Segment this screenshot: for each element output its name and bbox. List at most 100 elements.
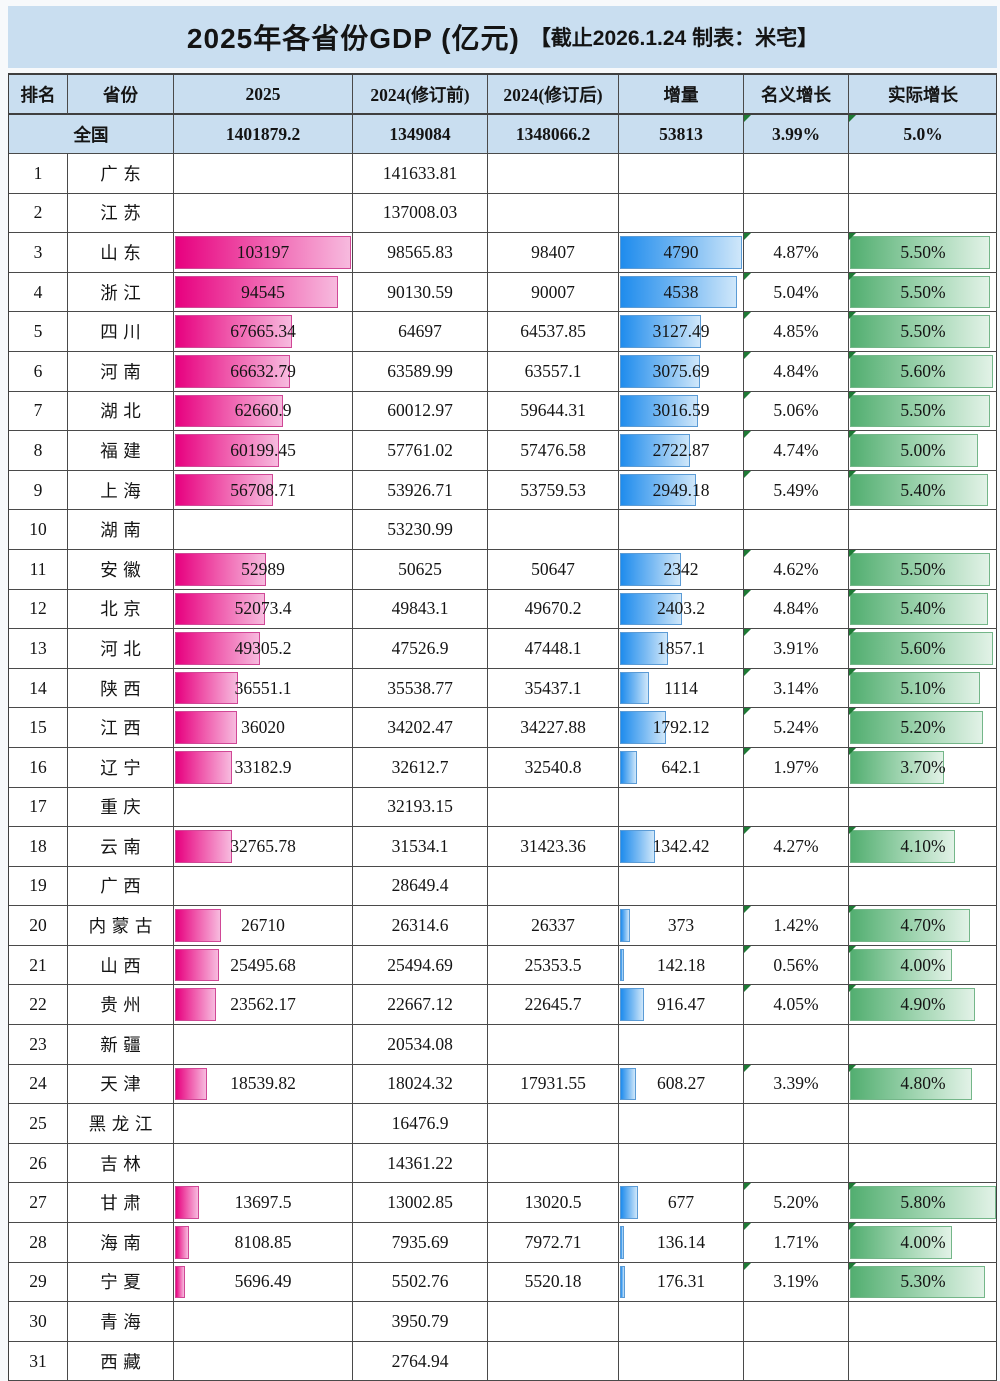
province-cell: 上海 bbox=[68, 470, 174, 511]
gdp-2024-post-cell-value: 90007 bbox=[531, 281, 575, 302]
table-row: 12 北京 52073.4 49843.1 49670.2 2403.2 4.84% 5.40… bbox=[9, 589, 997, 630]
province-cell-value: 黑龙江 bbox=[88, 1114, 158, 1135]
real-growth-cell: 5.80% bbox=[849, 1183, 997, 1224]
nominal-growth-cell bbox=[744, 787, 849, 828]
real-growth-bar bbox=[850, 592, 988, 626]
gdp-2025-cell-value: 8108.85 bbox=[234, 1231, 292, 1252]
header-col-4-value: 2024(修订后) bbox=[503, 84, 603, 105]
rank-cell: 22 bbox=[9, 985, 68, 1026]
gdp-2024-post-cell bbox=[488, 193, 619, 234]
gdp-2025-cell-value: 18539.82 bbox=[230, 1073, 296, 1094]
delta-cell: 3127.49 bbox=[619, 312, 744, 352]
gdp-2024-pre-cell: 47526.9 bbox=[353, 629, 488, 669]
gdp-2025-cell bbox=[174, 866, 353, 907]
rank-cell-value: 30 bbox=[29, 1311, 47, 1332]
province-cell-value: 贵州 bbox=[100, 995, 147, 1016]
national-gdp-2024-pre-cell-value: 1349084 bbox=[389, 123, 451, 144]
header-col-2: 2025 bbox=[174, 75, 353, 115]
table-row: 18 云南 32765.78 31534.1 31423.36 1342.42 4.27% 4… bbox=[9, 827, 997, 867]
table-row: 21 山西 25495.68 25494.69 25353.5 142.18 0.56% 4.… bbox=[9, 945, 997, 986]
delta-bar bbox=[620, 394, 699, 428]
national-gdp-2025-cell-value: 1401879.2 bbox=[225, 123, 301, 144]
delta-bar bbox=[620, 988, 644, 1022]
nominal-growth-cell: 5.06% bbox=[744, 391, 849, 432]
rank-cell-value: 16 bbox=[29, 756, 47, 777]
province-cell: 湖北 bbox=[68, 391, 174, 432]
real-growth-bar bbox=[850, 1265, 986, 1299]
rank-cell: 20 bbox=[9, 906, 68, 946]
province-cell: 辽宁 bbox=[68, 747, 174, 788]
gdp-2024-post-cell bbox=[488, 154, 619, 194]
gdp-2024-pre-cell-value: 50625 bbox=[398, 558, 442, 579]
gdp-2024-post-cell: 5520.18 bbox=[488, 1262, 619, 1303]
table-row: 22 贵州 23562.17 22667.12 22645.7 916.47 4.05% 4.… bbox=[9, 985, 997, 1026]
nominal-growth-cell-value: 0.56% bbox=[773, 954, 819, 975]
province-cell-value: 江苏 bbox=[100, 203, 147, 224]
table-row: 9 上海 56708.71 53926.71 53759.53 2949.18 5.49% 5… bbox=[9, 470, 997, 511]
header-col-5: 增量 bbox=[619, 75, 744, 115]
delta-cell: 2949.18 bbox=[619, 470, 744, 511]
gdp-2024-pre-cell: 16476.9 bbox=[353, 1104, 488, 1144]
table-row: 11 安徽 52989 50625 50647 2342 4.62% 5.50% bbox=[9, 549, 997, 590]
real-growth-cell-value: 5.60% bbox=[900, 360, 946, 381]
gdp-2025-cell: 36551.1 bbox=[174, 668, 353, 709]
rank-cell-value: 17 bbox=[29, 796, 47, 817]
gdp-2025-cell-value: 103197 bbox=[236, 241, 290, 262]
gdp-2025-cell-value: 49305.2 bbox=[234, 637, 292, 658]
gdp-2025-cell: 52989 bbox=[174, 549, 353, 590]
rank-cell-value: 2 bbox=[33, 202, 43, 223]
gdp-2024-pre-cell-value: 3950.79 bbox=[391, 1311, 449, 1332]
gdp-2025-cell-value: 36551.1 bbox=[234, 677, 292, 698]
gdp-2024-post-cell: 47448.1 bbox=[488, 629, 619, 669]
delta-cell: 4790 bbox=[619, 233, 744, 273]
rank-cell-value: 20 bbox=[29, 915, 47, 936]
rank-cell: 23 bbox=[9, 1025, 68, 1065]
gdp-2024-pre-cell: 25494.69 bbox=[353, 945, 488, 986]
delta-cell-value: 2949.18 bbox=[652, 479, 710, 500]
national-real-growth-cell: 5.0% bbox=[849, 115, 997, 154]
rank-cell-value: 27 bbox=[29, 1192, 47, 1213]
gdp-2024-post-cell: 32540.8 bbox=[488, 747, 619, 788]
gdp-2024-pre-cell-value: 137008.03 bbox=[382, 202, 458, 223]
header-col-5-value: 增量 bbox=[663, 84, 699, 105]
gdp-2024-pre-cell-value: 16476.9 bbox=[391, 1113, 449, 1134]
nominal-growth-cell-value: 4.84% bbox=[773, 598, 819, 619]
gdp-2025-bar bbox=[175, 552, 267, 586]
delta-cell-value: 2403.2 bbox=[656, 598, 706, 619]
delta-bar bbox=[620, 830, 655, 863]
province-cell-value: 福建 bbox=[100, 440, 147, 461]
delta-cell-value: 176.31 bbox=[656, 1271, 706, 1292]
province-cell: 山西 bbox=[68, 945, 174, 986]
gdp-2025-cell: 13697.5 bbox=[174, 1183, 353, 1224]
province-cell: 甘肃 bbox=[68, 1183, 174, 1224]
gdp-2024-pre-cell-value: 2764.94 bbox=[391, 1350, 449, 1371]
header-col-1: 省份 bbox=[68, 75, 174, 115]
nominal-growth-cell bbox=[744, 1302, 849, 1342]
nominal-growth-cell-value: 3.19% bbox=[773, 1271, 819, 1292]
province-cell-value: 辽宁 bbox=[100, 757, 147, 778]
rank-cell-value: 8 bbox=[33, 439, 43, 460]
rank-cell: 14 bbox=[9, 668, 68, 709]
gdp-2025-bar bbox=[175, 988, 216, 1022]
real-growth-cell-value: 5.00% bbox=[900, 439, 946, 460]
real-growth-bar bbox=[850, 1186, 996, 1220]
gdp-2025-bar bbox=[175, 1226, 189, 1259]
delta-bar bbox=[620, 354, 700, 388]
rank-cell: 27 bbox=[9, 1183, 68, 1224]
delta-cell-value: 136.14 bbox=[656, 1231, 706, 1252]
real-growth-cell: 4.90% bbox=[849, 985, 997, 1026]
gdp-2025-cell-value: 94545 bbox=[241, 281, 285, 302]
gdp-2024-pre-cell-value: 57761.02 bbox=[387, 439, 453, 460]
province-cell: 天津 bbox=[68, 1064, 174, 1105]
delta-cell: 142.18 bbox=[619, 945, 744, 986]
province-cell: 海南 bbox=[68, 1223, 174, 1263]
gdp-2024-pre-cell-value: 20534.08 bbox=[387, 1033, 453, 1054]
province-cell: 云南 bbox=[68, 827, 174, 867]
header-col-1-value: 省份 bbox=[103, 84, 138, 105]
rank-cell: 25 bbox=[9, 1104, 68, 1144]
rank-cell: 12 bbox=[9, 589, 68, 630]
delta-cell-value: 3075.69 bbox=[652, 360, 710, 381]
gdp-2024-post-cell-value: 47448.1 bbox=[524, 637, 582, 658]
province-cell-value: 浙江 bbox=[100, 282, 147, 303]
gdp-2024-post-cell-value: 50647 bbox=[531, 558, 575, 579]
